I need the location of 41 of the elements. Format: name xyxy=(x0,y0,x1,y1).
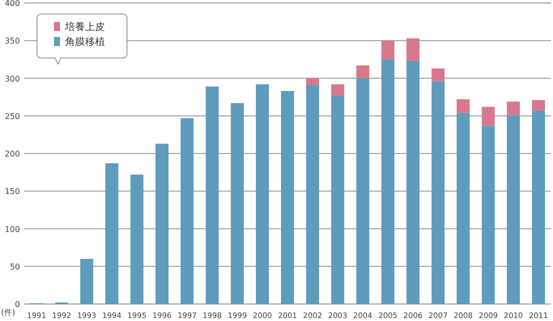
bar xyxy=(256,84,269,304)
bar xyxy=(532,100,545,111)
bar xyxy=(230,103,244,304)
legend-label: 培養上皮 xyxy=(64,21,105,33)
bar xyxy=(482,106,495,126)
y-tick-label: 50 xyxy=(10,262,20,272)
bar xyxy=(156,144,169,304)
y-tick-label: 200 xyxy=(4,150,20,158)
bar xyxy=(306,85,320,304)
bar xyxy=(356,65,370,78)
y-tick-label: 350 xyxy=(4,36,20,46)
bar xyxy=(482,126,495,304)
legend-label: 角膜移植 xyxy=(65,36,105,48)
y-tick-label: 100 xyxy=(4,224,20,234)
bar xyxy=(130,174,144,304)
bar xyxy=(456,112,470,304)
bar xyxy=(105,163,118,304)
bar xyxy=(180,118,194,304)
bar xyxy=(406,60,420,304)
bar xyxy=(381,40,394,60)
bar xyxy=(456,99,470,113)
bar xyxy=(306,78,320,86)
y-tick-label: 400 xyxy=(4,0,20,8)
bar xyxy=(406,38,420,61)
bar xyxy=(506,115,520,304)
bar xyxy=(381,59,394,304)
bar xyxy=(331,96,344,304)
bar xyxy=(331,84,344,96)
y-tick-label: 250 xyxy=(4,112,20,121)
bar xyxy=(356,78,370,304)
bar xyxy=(532,110,545,304)
y-tick-label: 150 xyxy=(4,187,20,196)
bar xyxy=(432,68,445,82)
bar xyxy=(281,91,294,304)
y-tick-label: 300 xyxy=(4,74,20,84)
bar xyxy=(506,102,520,116)
y-axis-title: (件) xyxy=(1,308,16,317)
bar xyxy=(80,258,94,304)
y-tick-label: 0 xyxy=(14,300,20,309)
bar xyxy=(206,86,219,304)
bar xyxy=(432,81,445,304)
